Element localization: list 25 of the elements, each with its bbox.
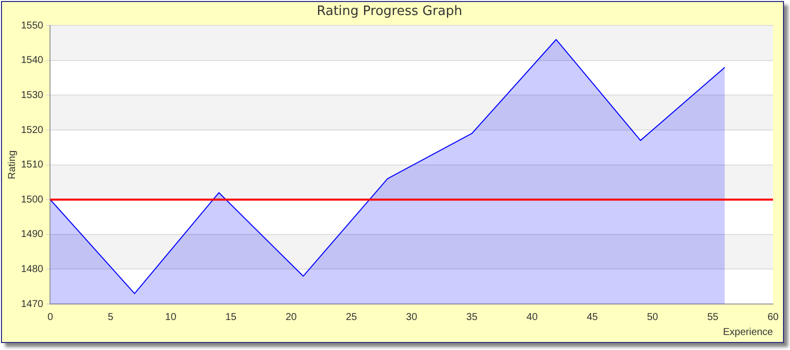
x-tick-label: 45 [586,312,598,323]
x-tick-label: 5 [108,312,114,323]
x-tick-label: 30 [406,312,418,323]
x-tick-label: 0 [47,312,54,323]
x-tick-label: 25 [346,312,358,323]
x-tick-label: 55 [707,312,719,323]
x-tick-label: 35 [466,312,478,323]
chart-title: Rating Progress Graph [316,4,462,20]
y-tick-label: 1480 [20,264,44,275]
y-tick-label: 1510 [20,160,44,171]
y-tick-label: 1550 [20,20,44,32]
y-tick-label: 1530 [20,90,44,101]
x-tick-label: 50 [646,312,659,323]
y-tick-label: 1540 [20,55,44,66]
y-tick-label: 1490 [20,229,44,240]
x-tick-label: 40 [526,312,538,323]
x-tick-label: 60 [767,312,779,323]
x-tick-label: 15 [225,312,237,323]
y-axis-title: Rating [6,150,18,180]
y-tick-label: 1470 [20,298,44,310]
y-tick-label: 1500 [20,194,44,206]
y-tick-label: 1520 [20,124,44,136]
x-tick-label: 10 [165,312,177,323]
x-axis-title: Experience [722,326,774,338]
x-tick-label: 20 [286,312,298,323]
